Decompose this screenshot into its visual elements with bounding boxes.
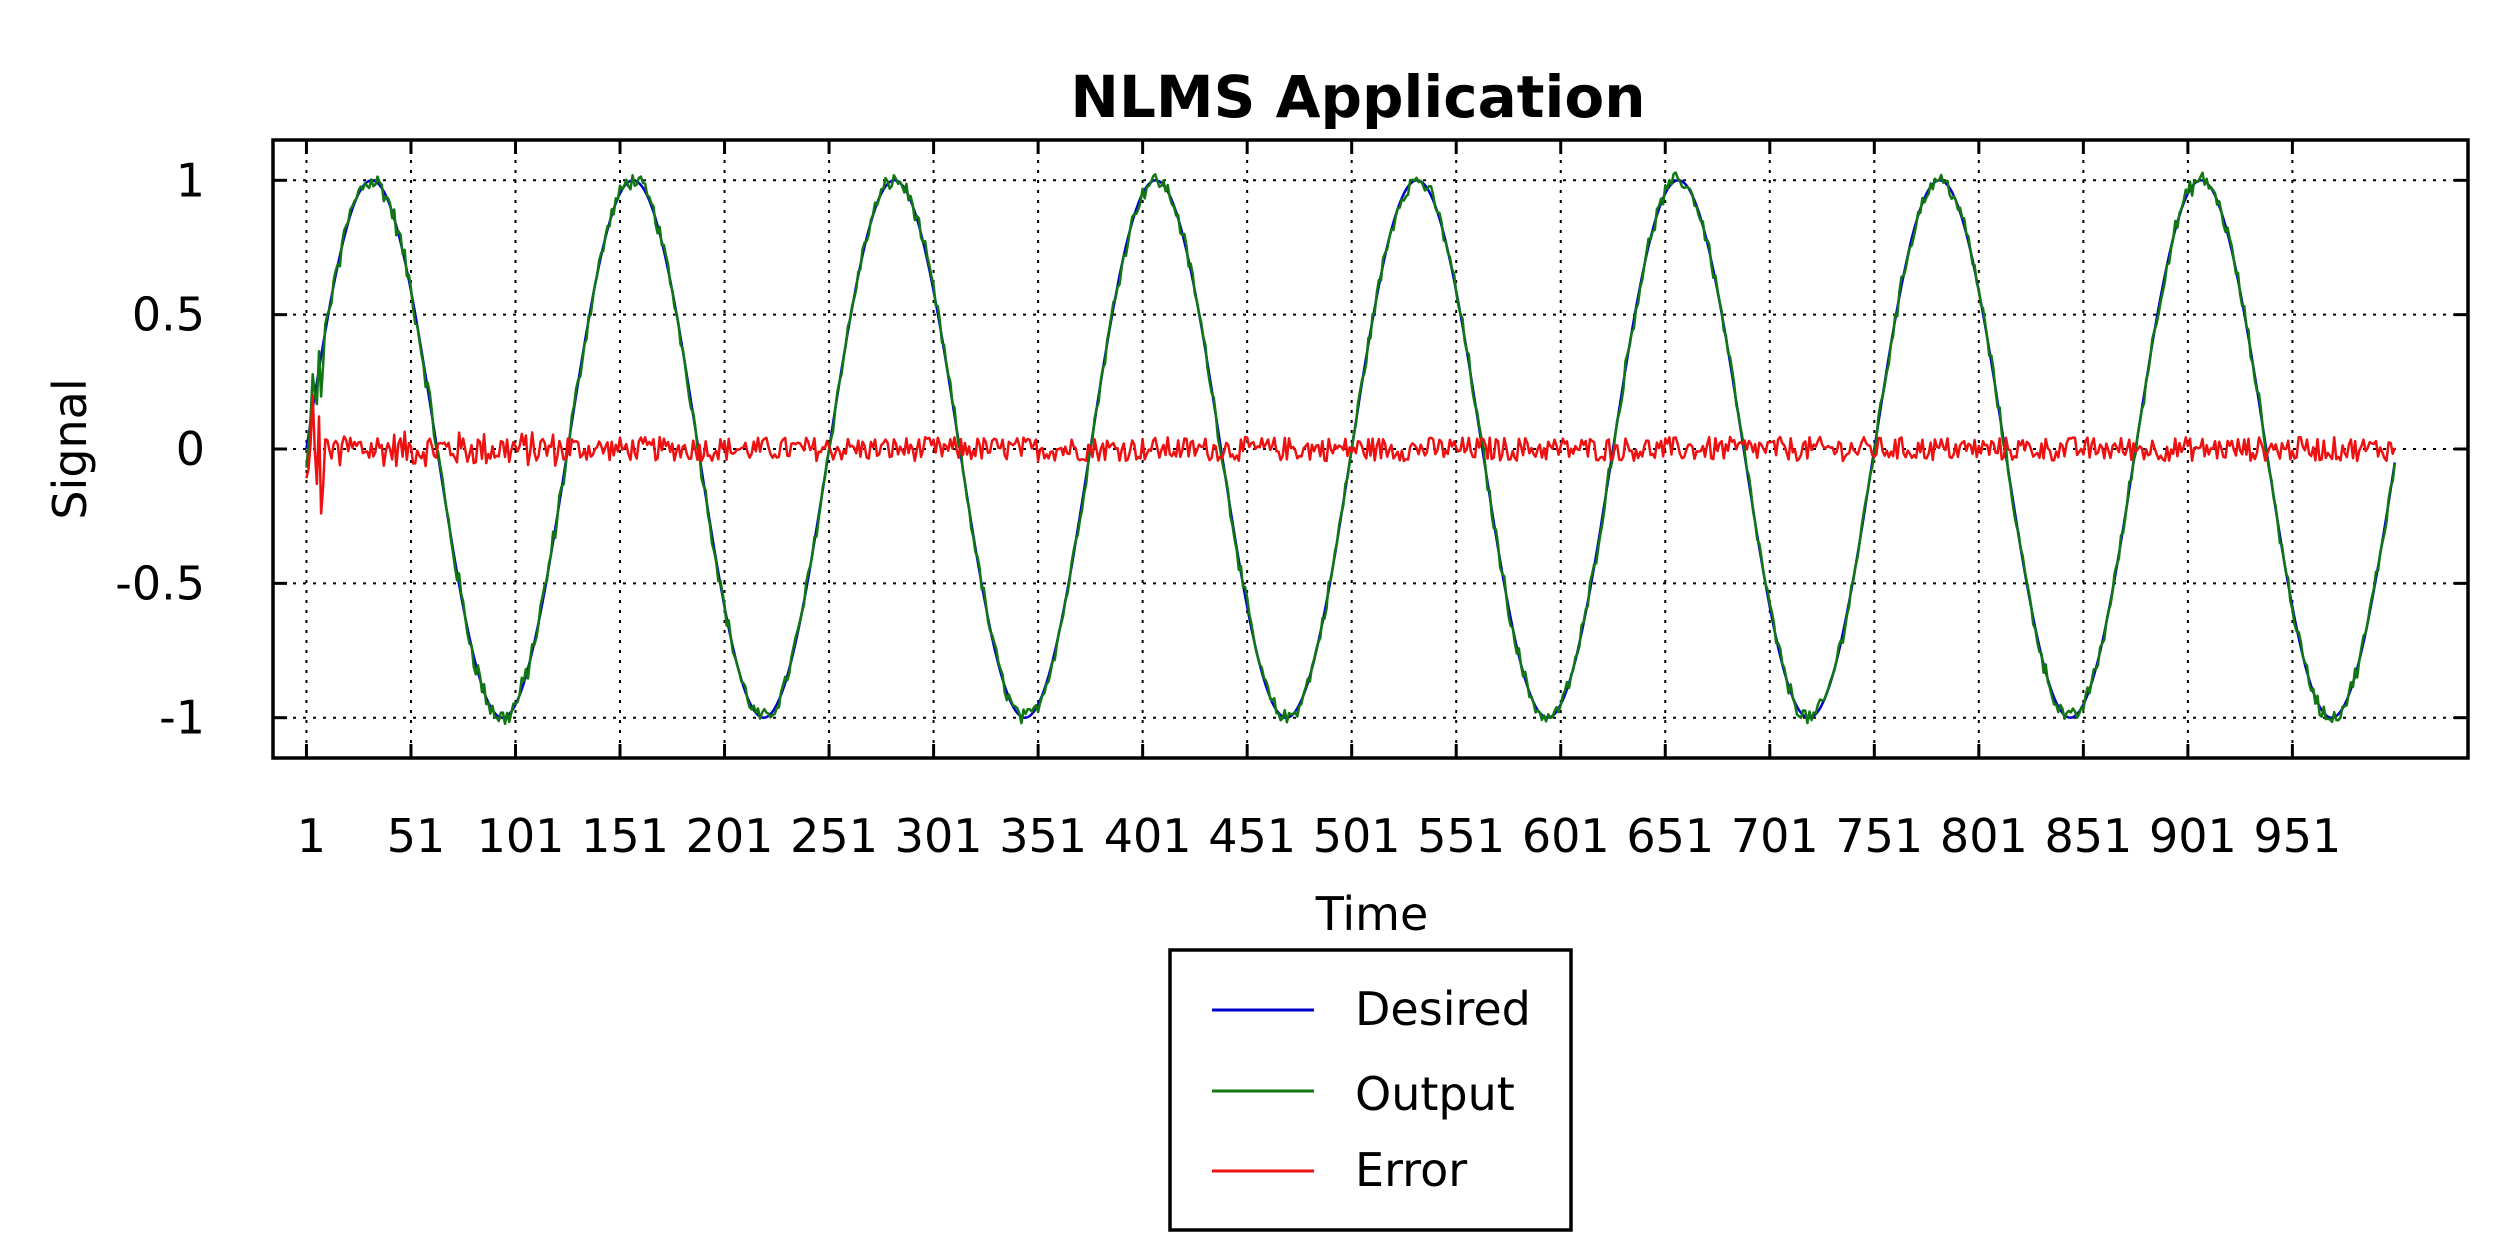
legend: Desired Output Error bbox=[1168, 948, 1573, 1232]
y-tick-label: 0 bbox=[176, 422, 205, 476]
grid-lines bbox=[273, 140, 2468, 758]
x-tick-label: 751 bbox=[1835, 809, 1923, 863]
y-axis-ticks: 1 0.5 0 -0.5 -1 bbox=[115, 153, 2468, 745]
chart-title: NLMS Application bbox=[1070, 63, 1645, 131]
y-tick-label: -0.5 bbox=[115, 556, 205, 610]
y-tick-label: -1 bbox=[159, 691, 205, 745]
x-tick-label: 651 bbox=[1626, 809, 1714, 863]
y-tick-label: 1 bbox=[176, 153, 205, 207]
series-lines bbox=[305, 171, 2397, 726]
x-tick-label: 1 bbox=[297, 809, 326, 863]
x-axis-ticks: 1 51 101 151 201 251 301 351 401 451 501 551 601 651 7… bbox=[297, 140, 2341, 863]
x-tick-label: 501 bbox=[1313, 809, 1401, 863]
x-tick-label: 901 bbox=[2149, 809, 2237, 863]
x-tick-label: 51 bbox=[387, 809, 446, 863]
x-tick-label: 401 bbox=[1104, 809, 1192, 863]
x-tick-label: 851 bbox=[2044, 809, 2132, 863]
y-tick-label: 0.5 bbox=[132, 288, 205, 342]
x-tick-label: 701 bbox=[1731, 809, 1819, 863]
x-tick-label: 451 bbox=[1208, 809, 1296, 863]
legend-label-desired: Desired bbox=[1355, 982, 1531, 1036]
x-tick-label: 301 bbox=[895, 809, 983, 863]
x-tick-label: 551 bbox=[1417, 809, 1505, 863]
x-tick-label: 951 bbox=[2253, 809, 2341, 863]
legend-label-output: Output bbox=[1355, 1067, 1515, 1121]
series-line-error bbox=[305, 394, 2396, 515]
x-tick-label: 601 bbox=[1522, 809, 1610, 863]
legend-label-error: Error bbox=[1355, 1143, 1467, 1197]
series-line-output bbox=[305, 171, 2397, 726]
x-tick-label: 101 bbox=[477, 809, 565, 863]
x-tick-label: 201 bbox=[686, 809, 774, 863]
y-axis-label: Signal bbox=[43, 378, 97, 519]
x-tick-label: 801 bbox=[1940, 809, 2028, 863]
x-tick-label: 351 bbox=[999, 809, 1087, 863]
x-tick-label: 151 bbox=[581, 809, 669, 863]
x-tick-label: 251 bbox=[790, 809, 878, 863]
x-axis-label: Time bbox=[1315, 887, 1429, 941]
